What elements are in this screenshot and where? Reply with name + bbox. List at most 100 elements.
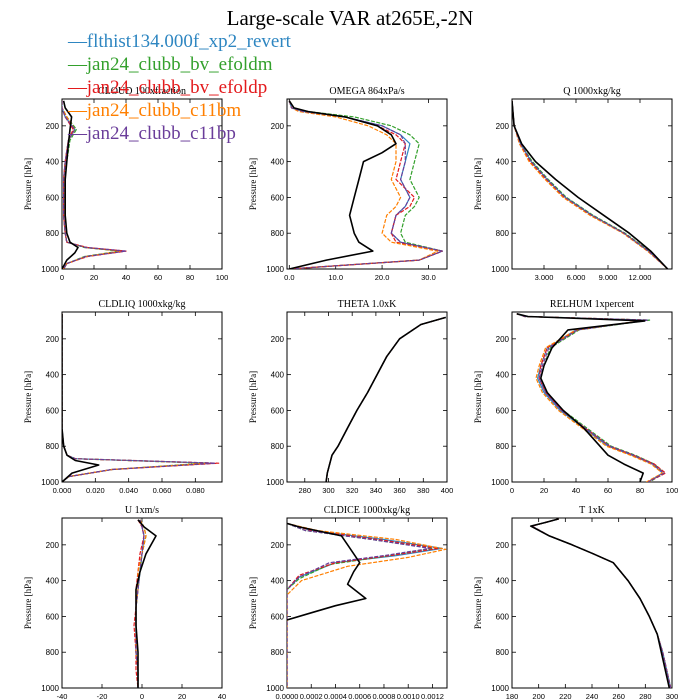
- y-tick-label: 200: [46, 335, 60, 344]
- series-line: [325, 316, 446, 482]
- x-tick-label: 40: [572, 486, 580, 495]
- series-line: [531, 518, 672, 688]
- chart-panel: CLDICE 1000xkg/kg Pressure [hPa] 200 400 600…: [248, 505, 448, 700]
- y-tick-label: 400: [271, 577, 285, 586]
- x-tick-label: 40: [218, 692, 226, 700]
- series-line: [531, 518, 672, 688]
- x-tick-label: 0.020: [86, 486, 105, 495]
- x-tick-label: -20: [97, 692, 108, 700]
- y-tick-label: 400: [496, 158, 510, 167]
- x-tick-label: 12.000: [629, 273, 652, 282]
- series-line: [62, 100, 127, 269]
- series-line: [288, 100, 443, 269]
- y-axis-label: Pressure [hPa]: [473, 371, 483, 423]
- y-tick-label: 800: [46, 229, 60, 238]
- x-tick-label: 300: [666, 692, 679, 700]
- series-line: [287, 522, 440, 688]
- series-line: [512, 100, 669, 269]
- series-line: [531, 518, 672, 688]
- series-line: [529, 518, 671, 688]
- y-tick-label: 800: [496, 442, 510, 451]
- plot-frame: [286, 311, 448, 483]
- y-tick-label: 600: [46, 406, 60, 415]
- y-axis-label: Pressure [hPa]: [248, 577, 258, 629]
- series-line: [287, 522, 447, 688]
- x-tick-label: 0.0008: [372, 692, 395, 700]
- legend-swatch: —: [68, 77, 87, 98]
- series-line: [288, 100, 443, 269]
- panel-title: Q 1000xkg/kg: [563, 86, 621, 97]
- y-tick-label: 200: [271, 122, 285, 131]
- plot-frame: [511, 311, 673, 483]
- legend-label: flthist134.000f_xp2_revert: [86, 31, 291, 52]
- chart-panel: OMEGA 864xPa/s Pressure [hPa] 200 400 600 800…: [248, 86, 448, 282]
- y-tick-label: 1000: [41, 478, 59, 487]
- plot-frame: [286, 98, 448, 270]
- legend-label: jan24_clubb_bv_efoldm: [86, 54, 273, 75]
- legend-entry: — jan24_clubb_bv_efoldm: [68, 54, 291, 77]
- y-axis-label: Pressure [hPa]: [473, 158, 483, 210]
- y-tick-label: 400: [46, 158, 60, 167]
- x-tick-label: 280: [639, 692, 652, 700]
- series-line: [135, 519, 157, 688]
- y-tick-label: 600: [271, 406, 285, 415]
- x-tick-label: 240: [586, 692, 599, 700]
- chart-panel: CLDLIQ 1000xkg/kg Pressure [hPa] 200 400 600…: [23, 299, 223, 495]
- legend-entry: — flthist134.000f_xp2_revert: [68, 31, 291, 54]
- y-tick-label: 600: [496, 193, 510, 202]
- y-tick-label: 200: [496, 122, 510, 131]
- series-line: [62, 313, 100, 482]
- series-line: [62, 313, 210, 482]
- series-line: [135, 519, 145, 688]
- series-line: [512, 100, 669, 269]
- y-tick-label: 400: [496, 371, 510, 380]
- x-tick-label: 0: [140, 692, 144, 700]
- y-tick-label: 200: [496, 335, 510, 344]
- series-line: [325, 316, 446, 482]
- x-tick-label: 6.000: [567, 273, 586, 282]
- y-tick-label: 800: [46, 442, 60, 451]
- y-tick-label: 400: [271, 371, 285, 380]
- x-tick-label: 340: [370, 486, 383, 495]
- y-tick-label: 400: [271, 158, 285, 167]
- y-tick-label: 1000: [266, 265, 284, 274]
- y-tick-label: 800: [496, 229, 510, 238]
- x-tick-label: 0.0010: [397, 692, 420, 700]
- y-tick-label: 600: [271, 193, 285, 202]
- series-line: [325, 316, 446, 482]
- x-tick-label: 0.0004: [324, 692, 347, 700]
- legend-swatch: —: [68, 54, 87, 75]
- figure-title: Large-scale VAR at265E,-2N: [226, 6, 474, 30]
- y-tick-label: 600: [271, 612, 285, 621]
- plot-frame: [286, 517, 448, 689]
- x-tick-label: 0.0: [284, 273, 294, 282]
- legend-entry: — jan24_clubb_c11bp: [68, 123, 291, 146]
- x-tick-label: 20: [540, 486, 548, 495]
- panel-title: RELHUM 1xpercent: [550, 299, 634, 310]
- x-tick-label: 20: [178, 692, 186, 700]
- legend-label: jan24_clubb_c11bm: [86, 100, 242, 121]
- series-line: [516, 313, 667, 482]
- series-line: [288, 100, 443, 269]
- x-tick-label: 320: [346, 486, 359, 495]
- x-tick-label: 220: [559, 692, 572, 700]
- y-tick-label: 1000: [491, 478, 509, 487]
- x-tick-label: 20: [90, 273, 98, 282]
- x-tick-label: 180: [506, 692, 519, 700]
- series-line: [516, 313, 664, 482]
- x-tick-label: 0.040: [119, 486, 138, 495]
- x-tick-label: 0.0006: [348, 692, 371, 700]
- series-line: [288, 100, 397, 269]
- series-line: [516, 313, 646, 482]
- chart-panel: THETA 1.0xK Pressure [hPa] 200 400 600 800 100…: [248, 299, 453, 495]
- x-tick-label: 400: [441, 486, 454, 495]
- plot-frame: [511, 98, 673, 270]
- x-tick-label: 280: [299, 486, 312, 495]
- panel-title: U 1xm/s: [125, 505, 159, 516]
- y-axis-label: Pressure [hPa]: [248, 371, 258, 423]
- y-tick-label: 1000: [491, 684, 509, 693]
- legend-label: jan24_clubb_bv_efoldp: [86, 77, 268, 98]
